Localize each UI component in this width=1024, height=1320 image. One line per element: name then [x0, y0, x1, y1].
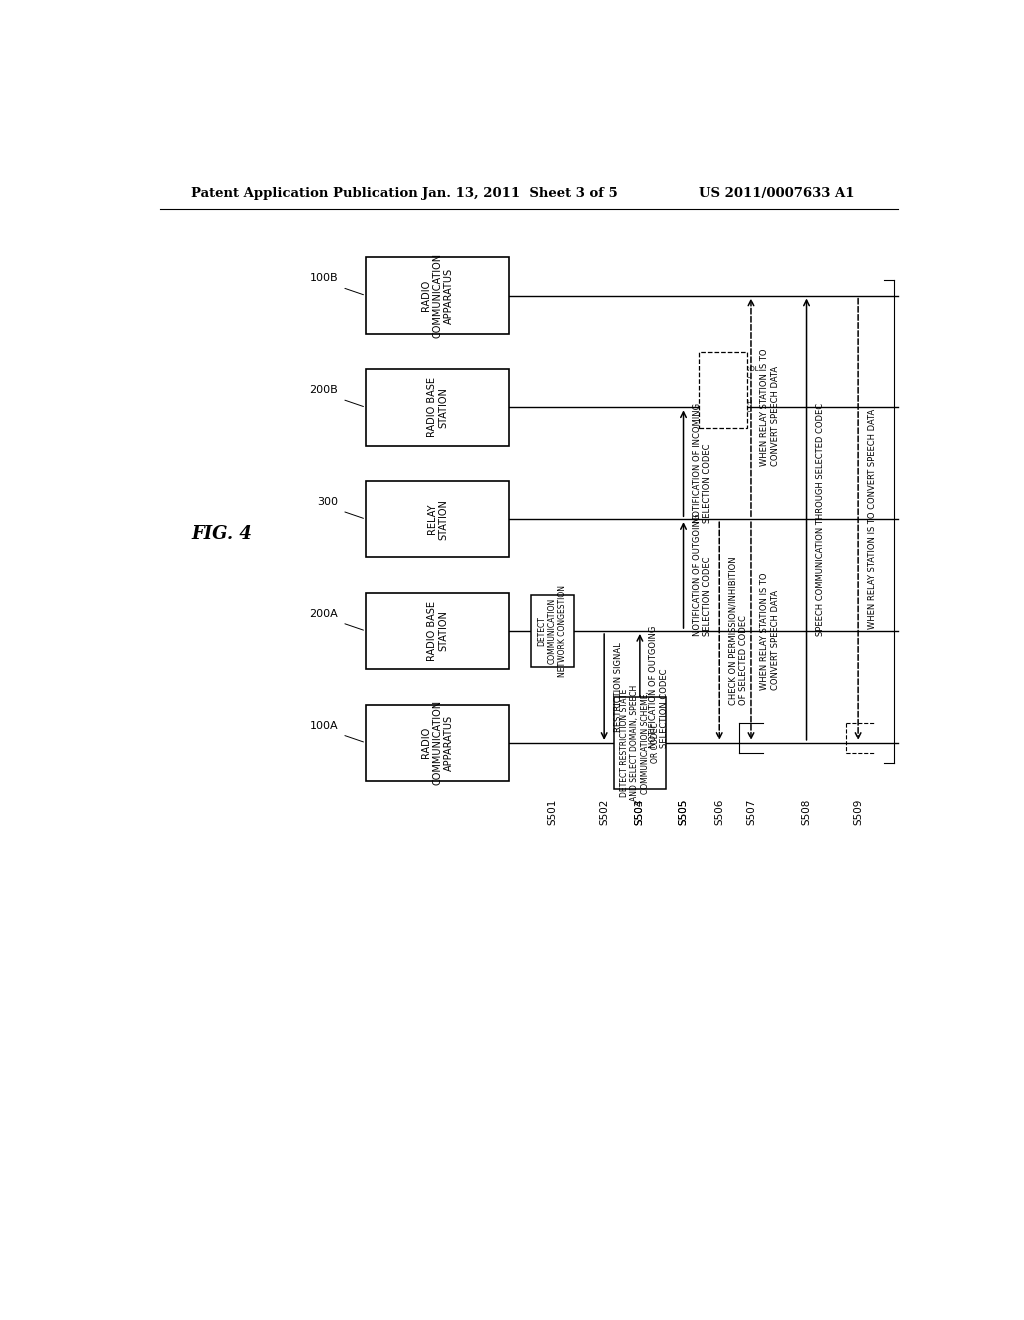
Text: DETECT RESTRICTION STATE
AND SELECT DOMAIN, SPEECH
COMMUNICATION SCHEME,
OR CODE: DETECT RESTRICTION STATE AND SELECT DOMA…	[620, 685, 660, 801]
Bar	[699, 351, 748, 428]
Text: FIG. 4: FIG. 4	[191, 525, 252, 544]
Text: US 2011/0007633 A1: US 2011/0007633 A1	[699, 187, 855, 201]
Text: S506: S506	[714, 799, 724, 825]
Text: DETECT
COMMUNICATION
NETWORK CONGESTION: DETECT COMMUNICATION NETWORK CONGESTION	[538, 585, 567, 677]
Text: WHEN RELAY STATION IS TO
CONVERT SPEECH DATA: WHEN RELAY STATION IS TO CONVERT SPEECH …	[761, 348, 780, 466]
Text: RADIO
COMMUNICATION
APPARATUS: RADIO COMMUNICATION APPARATUS	[421, 253, 454, 338]
Text: S501: S501	[548, 799, 558, 825]
Text: 200A: 200A	[309, 609, 338, 619]
Text: NOTIFICATION OF INCOMING
SELECTION CODEC: NOTIFICATION OF INCOMING SELECTION CODEC	[693, 403, 713, 524]
Text: S507: S507	[745, 799, 756, 825]
Bar	[367, 370, 509, 446]
Bar	[367, 705, 509, 781]
Bar	[367, 593, 509, 669]
Text: WHEN RELAY STATION IS TO
CONVERT SPEECH DATA: WHEN RELAY STATION IS TO CONVERT SPEECH …	[761, 573, 780, 690]
Text: S505: S505	[679, 799, 688, 825]
Text: S504: S504	[635, 799, 645, 825]
Text: CHECK ON PERMISSION/INHIBITION
OF SELECTED CODEC: CHECK ON PERMISSION/INHIBITION OF SELECT…	[729, 557, 749, 705]
Text: S502: S502	[599, 799, 609, 825]
Text: S508: S508	[802, 799, 812, 825]
Bar	[367, 257, 509, 334]
Text: SPEECH COMMUNICATION THROUGH SELECTED CODEC: SPEECH COMMUNICATION THROUGH SELECTED CO…	[816, 403, 825, 636]
Text: CONTROL
SIGNAL: CONTROL SIGNAL	[726, 367, 759, 379]
Text: RESTRICTION SIGNAL: RESTRICTION SIGNAL	[613, 642, 623, 731]
Text: 100A: 100A	[309, 721, 338, 731]
Text: 200B: 200B	[309, 385, 338, 395]
Bar	[530, 595, 574, 667]
Text: S505: S505	[679, 799, 688, 825]
Text: RADIO BASE
STATION: RADIO BASE STATION	[427, 378, 449, 437]
Text: 100B: 100B	[309, 273, 338, 284]
Text: SPEECH
SIGNAL: SPEECH SIGNAL	[726, 400, 753, 413]
Text: S503: S503	[635, 799, 645, 825]
Text: 300: 300	[317, 498, 338, 507]
Text: RADIO
COMMUNICATION
APPARATUS: RADIO COMMUNICATION APPARATUS	[421, 701, 454, 785]
Bar	[614, 697, 666, 788]
Text: Patent Application Publication: Patent Application Publication	[191, 187, 418, 201]
Text: NOTIFICATION OF OUTGOING
SELECTION CODEC: NOTIFICATION OF OUTGOING SELECTION CODEC	[693, 513, 713, 636]
Bar	[367, 480, 509, 557]
Text: S509: S509	[853, 799, 863, 825]
Text: NOTIFICATION OF OUTGOING
SELECTION CODEC: NOTIFICATION OF OUTGOING SELECTION CODEC	[649, 626, 669, 748]
Text: RELAY
STATION: RELAY STATION	[427, 499, 449, 540]
Text: RADIO BASE
STATION: RADIO BASE STATION	[427, 601, 449, 661]
Text: WHEN RELAY STATION IS TO CONVERT SPEECH DATA: WHEN RELAY STATION IS TO CONVERT SPEECH …	[867, 409, 877, 630]
Text: Jan. 13, 2011  Sheet 3 of 5: Jan. 13, 2011 Sheet 3 of 5	[422, 187, 617, 201]
